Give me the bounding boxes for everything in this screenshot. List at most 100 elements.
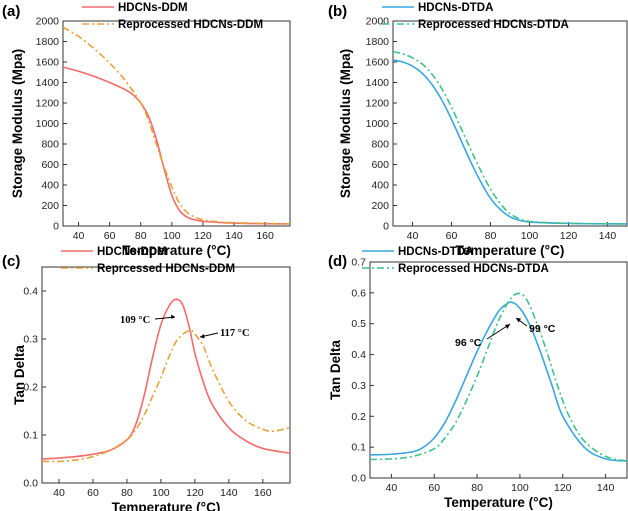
series-line-2 — [42, 329, 290, 463]
x-tick-label: 80 — [471, 482, 483, 494]
x-tick-label: 100 — [511, 482, 529, 494]
legend-label: Reprocessed HDCNs-DTDA — [398, 263, 549, 275]
y-tick-label: 0.2 — [23, 382, 38, 394]
chart-panel-1: (a)40 60 80 100 120 140 1600200400600800100012… — [2, 2, 291, 258]
x-axis-title: Temperature (°C) — [456, 243, 565, 258]
x-tick-label: 80 — [135, 230, 147, 242]
peak-annotation: 117 °C — [220, 328, 250, 339]
y-tick-label: 0.1 — [351, 442, 366, 454]
y-tick-label: 0.0 — [23, 478, 38, 490]
y-tick-label: 1400 — [366, 77, 390, 89]
x-tick-label: 40 — [73, 230, 85, 242]
y-tick-label: 2000 — [366, 16, 390, 28]
x-axis-title: Temperature (°C) — [444, 495, 553, 510]
y-tick-label: 1000 — [366, 118, 390, 130]
legend-label: Reprcessed HDCNs-DDM — [97, 263, 235, 275]
y-tick-label: 1400 — [36, 77, 60, 89]
plot-frame — [392, 20, 628, 227]
y-tick-label: 0.0 — [351, 473, 366, 485]
series-line-2 — [393, 50, 627, 225]
y-tick-label: 0.4 — [351, 349, 366, 361]
x-tick-label: 60 — [446, 230, 458, 242]
y-tick-label: 1000 — [36, 118, 60, 130]
x-tick-label: 120 — [560, 230, 578, 242]
y-tick-label: 0.3 — [351, 380, 366, 392]
chart-panel-3: (c) 40 60 80 100 120 140 160 0.0 0.1 0.2 0.3 0.4 Temp… — [2, 246, 291, 511]
y-tick-label: 0.5 — [351, 318, 366, 330]
chart-panel-2: (b)40 60 80 100 120 1400200400600800100012001… — [328, 2, 628, 258]
y-tick-label: 400 — [41, 180, 59, 192]
x-tick-label: 140 — [597, 482, 615, 494]
plot-frame — [369, 261, 628, 479]
series-line-2 — [370, 292, 627, 462]
annotation-arrowhead — [505, 324, 510, 329]
y-axis-title: Tan Delta — [12, 345, 27, 405]
peak-annotation: 96 °C — [455, 337, 482, 349]
y-tick-label: 1200 — [366, 98, 390, 110]
x-tick-label: 60 — [87, 487, 99, 499]
legend-label: HDCNs-DDM — [97, 246, 167, 258]
y-tick-label: 1800 — [366, 36, 390, 48]
plot-frame — [41, 266, 291, 484]
y-tick-label: 0 — [383, 221, 389, 233]
x-tick-label: 120 — [194, 230, 212, 242]
annotation-arrowhead — [171, 314, 175, 319]
y-tick-label: 0.3 — [23, 334, 38, 346]
x-tick-label: 160 — [256, 230, 274, 242]
y-axis-title: Tan Delta — [328, 340, 343, 400]
panel-letter: (a) — [2, 3, 20, 20]
x-axis-title: Temperature (°C) — [122, 243, 231, 258]
y-tick-label: 0 — [53, 221, 59, 233]
legend-label: Reprocessed HDCNs-DTDA — [418, 19, 569, 31]
y-tick-label: 800 — [371, 139, 389, 151]
panel-letter: (c) — [2, 253, 20, 270]
y-tick-label: 200 — [371, 200, 389, 212]
y-tick-label: 0.7 — [351, 257, 366, 269]
plot-frame — [62, 20, 291, 227]
x-tick-label: 40 — [386, 482, 398, 494]
x-tick-label: 120 — [554, 482, 572, 494]
y-tick-label: 600 — [371, 159, 389, 171]
x-tick-label: 80 — [121, 487, 133, 499]
y-tick-label: 200 — [41, 200, 59, 212]
x-tick-label: 100 — [521, 230, 539, 242]
x-tick-label: 100 — [163, 230, 181, 242]
annotation-arrowhead — [200, 334, 205, 339]
y-tick-label: 800 — [41, 139, 59, 151]
y-tick-label: 0.2 — [351, 411, 366, 423]
x-tick-label: 160 — [254, 487, 272, 499]
series-line-1 — [63, 66, 290, 225]
x-tick-label: 80 — [485, 230, 497, 242]
panel-letter: (d) — [328, 253, 347, 270]
x-tick-label: 40 — [407, 230, 419, 242]
y-tick-label: 1600 — [366, 57, 390, 69]
y-tick-label: 400 — [371, 180, 389, 192]
x-tick-label: 140 — [599, 230, 617, 242]
y-tick-label: 1200 — [36, 98, 60, 110]
y-tick-label: 1800 — [36, 36, 60, 48]
legend-label: HDCNs-DTDA — [398, 246, 473, 258]
y-tick-label: 2000 — [36, 16, 60, 28]
annotation-arrowhead — [516, 318, 521, 323]
series-line-1 — [42, 298, 290, 460]
legend-label: HDCNs-DDM — [118, 2, 188, 14]
series-line-1 — [370, 301, 627, 462]
x-tick-label: 100 — [152, 487, 170, 499]
series-line-1 — [393, 59, 627, 225]
y-tick-label: 600 — [41, 159, 59, 171]
legend-label: HDCNs-DTDA — [418, 2, 493, 14]
x-tick-label: 40 — [53, 487, 65, 499]
y-axis-title: Storage Modulus (Mpa) — [338, 49, 353, 198]
chart-panel-4: (d) 40 60 80 100 120 140 0.0 0.1 0.2 0.3 0.4 0.5 0.6 0… — [328, 246, 628, 510]
x-tick-label: 140 — [220, 487, 238, 499]
x-axis-title: Temperature (°C) — [112, 500, 221, 511]
x-tick-label: 60 — [428, 482, 440, 494]
y-tick-label: 0.6 — [351, 287, 366, 299]
x-tick-label: 120 — [186, 487, 204, 499]
x-tick-label: 60 — [104, 230, 116, 242]
y-tick-label: 1600 — [36, 57, 60, 69]
peak-annotation: 99 °C — [529, 323, 556, 335]
peak-annotation: 109 °C — [120, 315, 150, 326]
panel-letter: (b) — [328, 3, 347, 20]
